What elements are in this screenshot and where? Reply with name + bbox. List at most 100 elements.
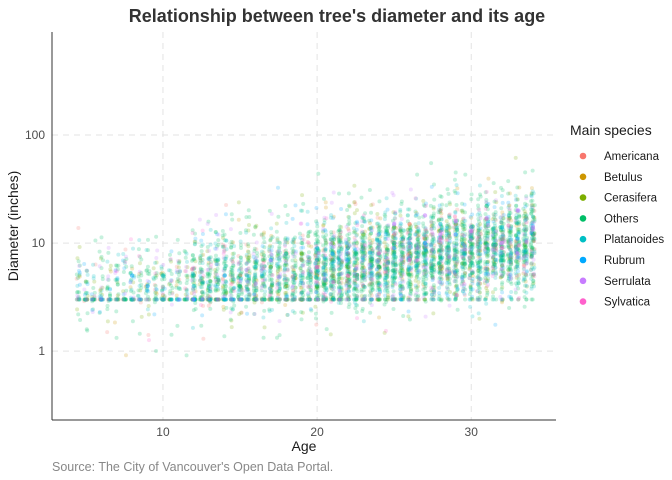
data-point (522, 222, 527, 227)
data-point (262, 297, 267, 302)
data-point (83, 291, 88, 296)
data-point (215, 258, 220, 263)
data-point (347, 215, 352, 220)
data-point (353, 265, 358, 270)
data-point (262, 325, 267, 330)
data-point (213, 253, 218, 258)
data-point (122, 266, 127, 271)
data-point (236, 200, 241, 205)
data-point (506, 229, 511, 234)
data-point (484, 253, 489, 258)
data-point (283, 281, 288, 286)
data-point (167, 282, 172, 287)
data-point (401, 314, 406, 319)
data-point (428, 253, 433, 258)
data-point (230, 256, 235, 261)
data-point (530, 205, 535, 210)
data-point (439, 243, 444, 248)
data-point (99, 266, 104, 271)
data-point (463, 172, 468, 177)
data-point (383, 297, 388, 302)
data-point (448, 202, 453, 207)
data-point (322, 277, 327, 282)
data-point (230, 297, 235, 302)
data-point (385, 259, 390, 264)
data-point (244, 273, 249, 278)
data-point (138, 254, 143, 259)
data-point (283, 292, 288, 297)
data-point (251, 297, 256, 302)
data-point (414, 256, 419, 261)
data-point (291, 268, 296, 273)
data-point (99, 285, 104, 290)
data-point (529, 199, 534, 204)
data-point (138, 300, 143, 305)
data-point (515, 185, 520, 190)
data-point (228, 269, 233, 274)
data-point (369, 293, 374, 298)
data-point (229, 212, 234, 217)
data-point (421, 198, 426, 203)
data-point (307, 257, 312, 262)
data-point (130, 319, 135, 324)
data-point (167, 297, 172, 302)
data-point (351, 230, 356, 235)
data-point (482, 281, 487, 286)
data-point (361, 283, 366, 289)
data-point (255, 259, 260, 264)
data-point (98, 287, 103, 292)
data-point (460, 243, 465, 248)
data-point (199, 295, 204, 300)
data-point (85, 328, 90, 333)
data-point (522, 215, 527, 220)
data-point (405, 207, 410, 212)
data-point (244, 252, 249, 257)
data-point (113, 297, 118, 302)
data-point (137, 271, 142, 276)
data-point (491, 244, 496, 249)
data-point (415, 234, 420, 239)
data-point (507, 203, 512, 208)
data-point (429, 215, 434, 220)
data-point (416, 240, 421, 245)
data-point (415, 230, 420, 235)
data-point (461, 225, 466, 230)
data-point (524, 290, 529, 295)
data-point (122, 259, 127, 264)
data-point (529, 262, 534, 267)
data-point (152, 287, 157, 292)
data-point (260, 297, 265, 302)
data-point (97, 249, 102, 254)
data-point (98, 256, 103, 261)
data-point (508, 242, 513, 247)
data-point (476, 228, 481, 233)
data-point (346, 297, 351, 302)
data-point (406, 295, 411, 300)
data-point (115, 297, 120, 302)
data-point (262, 297, 267, 302)
data-point (392, 262, 397, 267)
data-point (229, 297, 234, 302)
data-point (90, 307, 95, 312)
data-point (145, 294, 150, 299)
data-point (137, 297, 142, 302)
data-point (346, 297, 351, 302)
data-point (244, 272, 249, 277)
data-point (192, 257, 197, 262)
data-point (507, 247, 512, 252)
data-point (190, 274, 195, 279)
data-point (223, 212, 228, 217)
data-point (331, 254, 336, 259)
data-point (193, 239, 198, 244)
data-point (337, 232, 342, 237)
data-point (337, 297, 342, 302)
data-point (476, 268, 481, 273)
data-point (446, 229, 451, 234)
data-point (330, 251, 335, 256)
data-point (382, 240, 387, 245)
data-point (309, 244, 314, 249)
data-point (192, 242, 197, 247)
data-point (351, 288, 356, 293)
data-point (305, 222, 310, 227)
data-point (300, 193, 305, 198)
